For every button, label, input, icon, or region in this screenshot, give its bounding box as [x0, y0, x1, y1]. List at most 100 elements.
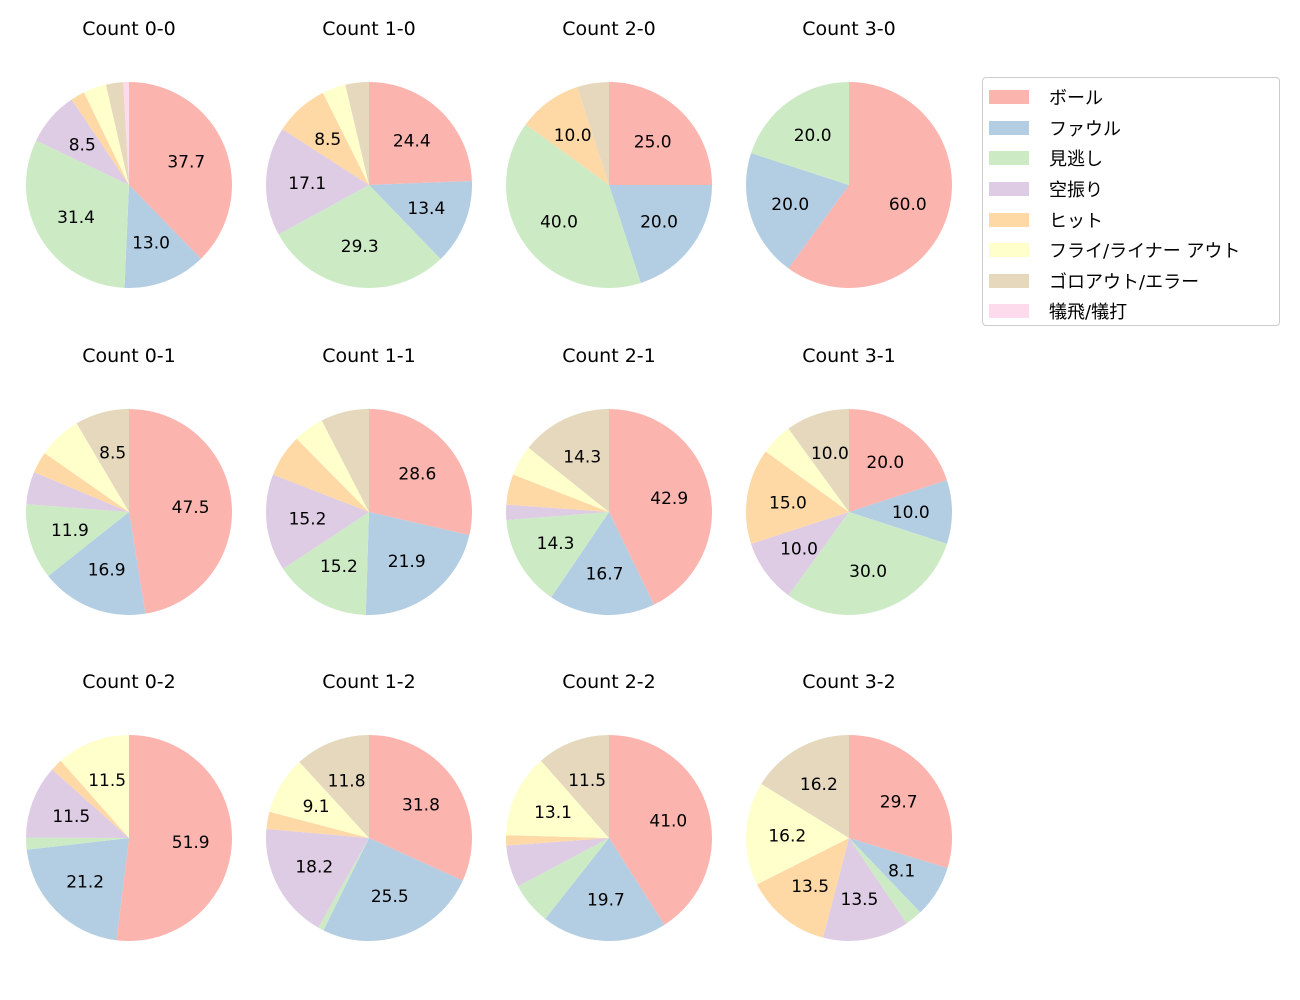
pie-slice-3	[36, 99, 130, 185]
slice-label: 42.9	[650, 489, 688, 509]
pie-slice-5	[296, 420, 369, 512]
pie-slice-1	[545, 838, 665, 941]
slice-label: 20.0	[640, 212, 678, 232]
legend-label: ゴロアウト/エラー	[1049, 271, 1200, 293]
slice-label: 10.0	[892, 503, 930, 523]
pie-slice-4	[34, 452, 129, 512]
pie-slice-4	[506, 474, 609, 512]
slice-label: 10.0	[554, 126, 592, 146]
pie-slice-2	[278, 185, 441, 288]
pie-title: Count 2-0	[562, 18, 656, 40]
pie-slice-4	[757, 838, 849, 938]
legend-swatch	[989, 304, 1029, 319]
pie-slice-5	[746, 783, 849, 885]
pie-slice-0	[369, 82, 472, 185]
pie-slice-5	[506, 760, 609, 838]
pie-title: Count 1-1	[322, 345, 416, 367]
pie-slice-4	[746, 451, 849, 544]
slice-label: 20.0	[771, 195, 809, 215]
pie-slice-3	[266, 474, 369, 569]
legend-item: ヒット	[989, 204, 1279, 235]
slice-label: 15.0	[769, 493, 807, 513]
pie-slice-5	[269, 762, 369, 838]
slice-label: 16.2	[800, 775, 838, 795]
pie-slice-3	[265, 828, 369, 928]
pie-slice-6	[788, 409, 849, 512]
slice-label: 41.0	[649, 812, 687, 832]
pie-title: Count 2-1	[562, 345, 656, 367]
pie-count-2-0: Count 2-0 25.0 20.0 40.0 10.0	[506, 18, 712, 288]
slice-label: 21.2	[66, 873, 104, 893]
slice-label: 29.7	[880, 792, 918, 812]
slice-label: 11.5	[568, 771, 606, 791]
slice-label: 9.1	[303, 797, 330, 817]
slice-label: 29.3	[341, 237, 379, 257]
slice-label: 40.0	[540, 212, 578, 232]
legend-item: フライ/ライナー アウト	[989, 235, 1279, 266]
pie-slice-1	[849, 480, 952, 544]
pie-slice-6	[105, 82, 129, 185]
slice-label: 21.9	[388, 552, 426, 572]
pie-slice-6	[528, 409, 609, 512]
pie-slice-0	[369, 735, 472, 881]
legend-item: ボール	[989, 82, 1279, 113]
pie-slice-5	[83, 84, 129, 185]
slice-label: 15.2	[320, 557, 358, 577]
pie-count-0-2: Count 0-2 51.9 21.2 11.5 11.5	[26, 671, 232, 941]
pie-slice-1	[365, 512, 470, 615]
legend-item: 見逃し	[989, 143, 1279, 174]
pie-slice-2	[506, 512, 609, 598]
legend-swatch	[989, 182, 1029, 197]
pie-count-3-1: Count 3-1 20.0 10.0 30.0 10.0 15.0 10.0	[746, 345, 952, 615]
pie-slice-2	[506, 124, 641, 288]
pie-slice-2	[318, 838, 369, 931]
legend-item: ゴロアウト/エラー	[989, 266, 1279, 297]
pie-title: Count 3-0	[802, 18, 896, 40]
pie-slice-1	[551, 512, 654, 615]
pie-slice-4	[272, 438, 369, 512]
slice-label: 13.1	[534, 803, 572, 823]
pie-slice-5	[513, 447, 609, 512]
pie-slice-1	[26, 838, 130, 941]
legend-swatch	[989, 120, 1029, 135]
slice-label: 14.3	[563, 447, 601, 467]
pie-title: Count 1-2	[322, 671, 416, 693]
slice-label: 18.2	[295, 858, 333, 878]
pie-slice-0	[849, 409, 947, 512]
slice-label: 19.7	[587, 891, 625, 911]
slice-label: 13.5	[791, 877, 829, 897]
slice-label: 30.0	[849, 562, 887, 582]
slice-label: 25.5	[371, 887, 409, 907]
pie-title: Count 3-2	[802, 671, 896, 693]
pie-count-1-0: Count 1-0 24.4 13.4 29.3 17.1 8.5	[266, 18, 473, 288]
pie-slice-4	[282, 92, 369, 185]
legend-swatch	[989, 151, 1029, 166]
legend-label: 空振り	[1049, 180, 1103, 202]
slice-label: 16.2	[768, 826, 806, 846]
pie-slice-2	[25, 140, 130, 288]
pie-slice-1	[849, 838, 948, 913]
legend-label: 見逃し	[1049, 149, 1103, 171]
pie-count-3-0: Count 3-0 60.0 20.0 20.0	[746, 18, 952, 288]
slice-label: 11.8	[328, 771, 366, 791]
pie-slice-0	[129, 409, 232, 614]
pie-title: Count 0-2	[82, 671, 176, 693]
pie-count-0-1: Count 0-1 47.5 16.9 11.9 8.5	[26, 345, 232, 615]
pie-slice-3	[751, 512, 849, 596]
pie-slice-2	[283, 512, 369, 615]
pie-slice-3	[26, 472, 130, 512]
pie-title: Count 0-0	[82, 18, 176, 40]
slice-label: 13.0	[132, 234, 170, 254]
pie-slice-0	[609, 82, 712, 185]
legend-label: 犠飛/犠打	[1049, 302, 1128, 324]
slice-label: 8.5	[99, 443, 126, 463]
slice-label: 20.0	[866, 453, 904, 473]
pie-count-3-2: Count 3-2 29.7 8.1 13.5 13.5 16.2 16.2	[746, 671, 952, 942]
pie-slice-4	[71, 92, 129, 185]
pie-slice-2	[518, 838, 609, 919]
pie-slice-3	[505, 504, 609, 521]
slice-label: 14.3	[537, 534, 575, 554]
pie-slice-3	[26, 769, 130, 838]
slice-label: 16.7	[586, 565, 624, 585]
